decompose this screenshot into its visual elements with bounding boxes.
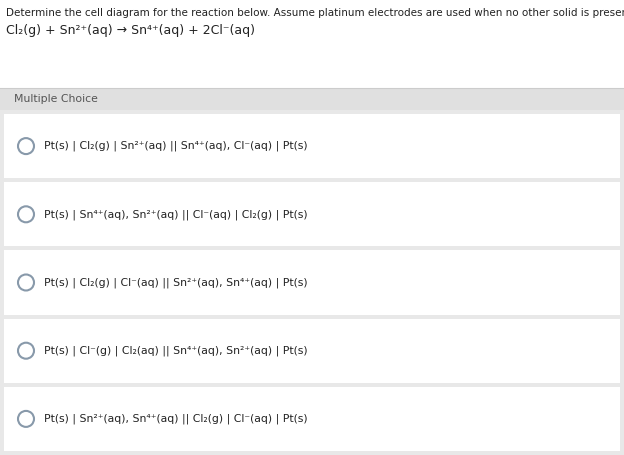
Bar — [4, 114, 620, 178]
Text: Pt(s) | Sn²⁺(aq), Sn⁴⁺(aq) || Cl₂(g) | Cl⁻(aq) | Pt(s): Pt(s) | Sn²⁺(aq), Sn⁴⁺(aq) || Cl₂(g) | C… — [44, 414, 308, 424]
Text: Pt(s) | Cl₂(g) | Sn²⁺(aq) || Sn⁴⁺(aq), Cl⁻(aq) | Pt(s): Pt(s) | Cl₂(g) | Sn²⁺(aq) || Sn⁴⁺(aq), C… — [44, 141, 308, 152]
Bar — [0, 88, 624, 110]
Text: Multiple Choice: Multiple Choice — [14, 94, 98, 104]
Bar — [4, 182, 620, 247]
Text: Cl₂(g) + Sn²⁺(aq) → Sn⁴⁺(aq) + 2Cl⁻(aq): Cl₂(g) + Sn²⁺(aq) → Sn⁴⁺(aq) + 2Cl⁻(aq) — [6, 24, 255, 37]
Bar — [0, 0, 624, 88]
Text: Determine the cell diagram for the reaction below. Assume platinum electrodes ar: Determine the cell diagram for the react… — [6, 8, 624, 18]
Bar — [4, 318, 620, 383]
Bar — [4, 250, 620, 314]
Bar — [4, 387, 620, 451]
Text: Pt(s) | Sn⁴⁺(aq), Sn²⁺(aq) || Cl⁻(aq) | Cl₂(g) | Pt(s): Pt(s) | Sn⁴⁺(aq), Sn²⁺(aq) || Cl⁻(aq) | … — [44, 209, 308, 220]
Text: Pt(s) | Cl₂(g) | Cl⁻(aq) || Sn²⁺(aq), Sn⁴⁺(aq) | Pt(s): Pt(s) | Cl₂(g) | Cl⁻(aq) || Sn²⁺(aq), Sn… — [44, 277, 308, 288]
Text: Pt(s) | Cl⁻(g) | Cl₂(aq) || Sn⁴⁺(aq), Sn²⁺(aq) | Pt(s): Pt(s) | Cl⁻(g) | Cl₂(aq) || Sn⁴⁺(aq), Sn… — [44, 345, 308, 356]
